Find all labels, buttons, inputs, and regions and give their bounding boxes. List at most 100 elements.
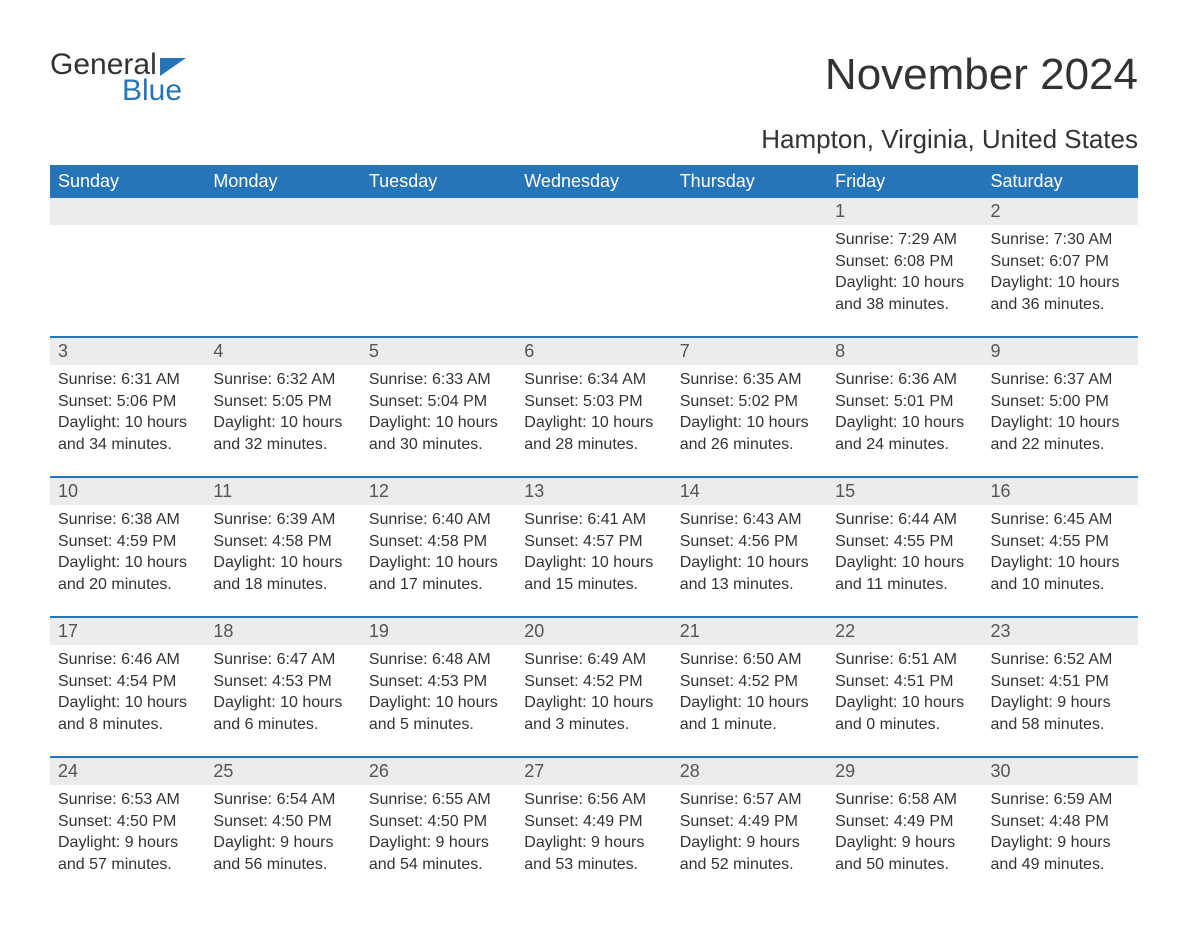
daylight-text: Daylight: 10 hours and 36 minutes. (991, 272, 1130, 315)
sunset-text: Sunset: 5:01 PM (835, 391, 974, 413)
day-cell: 19Sunrise: 6:48 AMSunset: 4:53 PMDayligh… (361, 618, 516, 756)
weekday-header: Sunday (50, 165, 205, 198)
day-cell: 13Sunrise: 6:41 AMSunset: 4:57 PMDayligh… (516, 478, 671, 616)
sunset-text: Sunset: 5:00 PM (991, 391, 1130, 413)
day-body: Sunrise: 6:44 AMSunset: 4:55 PMDaylight:… (827, 505, 982, 605)
location-subtitle: Hampton, Virginia, United States (50, 124, 1138, 155)
sunset-text: Sunset: 5:03 PM (524, 391, 663, 413)
daylight-text: Daylight: 10 hours and 11 minutes. (835, 552, 974, 595)
day-cell: 20Sunrise: 6:49 AMSunset: 4:52 PMDayligh… (516, 618, 671, 756)
daylight-text: Daylight: 10 hours and 20 minutes. (58, 552, 197, 595)
day-number: 19 (361, 618, 516, 645)
day-cell: 9Sunrise: 6:37 AMSunset: 5:00 PMDaylight… (983, 338, 1138, 476)
sunset-text: Sunset: 4:52 PM (524, 671, 663, 693)
logo-top: General (50, 50, 186, 80)
day-number: 6 (516, 338, 671, 365)
sunset-text: Sunset: 4:55 PM (991, 531, 1130, 553)
daylight-text: Daylight: 10 hours and 22 minutes. (991, 412, 1130, 455)
day-body: Sunrise: 6:45 AMSunset: 4:55 PMDaylight:… (983, 505, 1138, 605)
weekday-header: Saturday (983, 165, 1138, 198)
day-body: Sunrise: 6:31 AMSunset: 5:06 PMDaylight:… (50, 365, 205, 465)
day-cell: 18Sunrise: 6:47 AMSunset: 4:53 PMDayligh… (205, 618, 360, 756)
sunset-text: Sunset: 4:51 PM (991, 671, 1130, 693)
week-row: 10Sunrise: 6:38 AMSunset: 4:59 PMDayligh… (50, 476, 1138, 616)
day-cell (361, 198, 516, 336)
day-cell: 7Sunrise: 6:35 AMSunset: 5:02 PMDaylight… (672, 338, 827, 476)
day-cell: 2Sunrise: 7:30 AMSunset: 6:07 PMDaylight… (983, 198, 1138, 336)
page-title: November 2024 (825, 50, 1138, 100)
day-number: 13 (516, 478, 671, 505)
day-body: Sunrise: 6:40 AMSunset: 4:58 PMDaylight:… (361, 505, 516, 605)
sunrise-text: Sunrise: 6:54 AM (213, 789, 352, 811)
sunrise-text: Sunrise: 7:29 AM (835, 229, 974, 251)
sunset-text: Sunset: 4:54 PM (58, 671, 197, 693)
sunset-text: Sunset: 5:02 PM (680, 391, 819, 413)
sunset-text: Sunset: 4:50 PM (58, 811, 197, 833)
daylight-text: Daylight: 9 hours and 53 minutes. (524, 832, 663, 875)
sunrise-text: Sunrise: 6:35 AM (680, 369, 819, 391)
sunset-text: Sunset: 4:58 PM (213, 531, 352, 553)
day-cell: 24Sunrise: 6:53 AMSunset: 4:50 PMDayligh… (50, 758, 205, 896)
day-body: Sunrise: 6:58 AMSunset: 4:49 PMDaylight:… (827, 785, 982, 885)
sunrise-text: Sunrise: 6:52 AM (991, 649, 1130, 671)
logo: General Blue (50, 50, 186, 106)
day-cell: 27Sunrise: 6:56 AMSunset: 4:49 PMDayligh… (516, 758, 671, 896)
daylight-text: Daylight: 9 hours and 54 minutes. (369, 832, 508, 875)
day-number (361, 198, 516, 225)
daylight-text: Daylight: 10 hours and 8 minutes. (58, 692, 197, 735)
day-number: 23 (983, 618, 1138, 645)
day-cell: 30Sunrise: 6:59 AMSunset: 4:48 PMDayligh… (983, 758, 1138, 896)
sunset-text: Sunset: 4:57 PM (524, 531, 663, 553)
day-cell (516, 198, 671, 336)
daylight-text: Daylight: 10 hours and 26 minutes. (680, 412, 819, 455)
day-cell: 15Sunrise: 6:44 AMSunset: 4:55 PMDayligh… (827, 478, 982, 616)
sunset-text: Sunset: 4:50 PM (369, 811, 508, 833)
daylight-text: Daylight: 10 hours and 3 minutes. (524, 692, 663, 735)
sunset-text: Sunset: 4:53 PM (213, 671, 352, 693)
day-number: 27 (516, 758, 671, 785)
day-number: 17 (50, 618, 205, 645)
weekday-header: Wednesday (516, 165, 671, 198)
day-cell: 10Sunrise: 6:38 AMSunset: 4:59 PMDayligh… (50, 478, 205, 616)
daylight-text: Daylight: 10 hours and 0 minutes. (835, 692, 974, 735)
weekday-header: Tuesday (361, 165, 516, 198)
sunrise-text: Sunrise: 6:41 AM (524, 509, 663, 531)
day-number: 22 (827, 618, 982, 645)
daylight-text: Daylight: 10 hours and 6 minutes. (213, 692, 352, 735)
sunrise-text: Sunrise: 6:37 AM (991, 369, 1130, 391)
calendar: Sunday Monday Tuesday Wednesday Thursday… (50, 165, 1138, 896)
day-cell (205, 198, 360, 336)
title-block: November 2024 (825, 50, 1138, 100)
sunset-text: Sunset: 4:49 PM (524, 811, 663, 833)
daylight-text: Daylight: 9 hours and 56 minutes. (213, 832, 352, 875)
sunrise-text: Sunrise: 6:40 AM (369, 509, 508, 531)
sunrise-text: Sunrise: 6:53 AM (58, 789, 197, 811)
sunset-text: Sunset: 5:06 PM (58, 391, 197, 413)
daylight-text: Daylight: 10 hours and 1 minute. (680, 692, 819, 735)
day-cell: 4Sunrise: 6:32 AMSunset: 5:05 PMDaylight… (205, 338, 360, 476)
week-row: 24Sunrise: 6:53 AMSunset: 4:50 PMDayligh… (50, 756, 1138, 896)
logo-mark-icon (160, 58, 186, 76)
daylight-text: Daylight: 9 hours and 49 minutes. (991, 832, 1130, 875)
sunrise-text: Sunrise: 6:55 AM (369, 789, 508, 811)
logo-word2: Blue (122, 76, 182, 106)
sunrise-text: Sunrise: 6:43 AM (680, 509, 819, 531)
sunset-text: Sunset: 6:07 PM (991, 251, 1130, 273)
day-cell: 28Sunrise: 6:57 AMSunset: 4:49 PMDayligh… (672, 758, 827, 896)
day-number: 1 (827, 198, 982, 225)
sunset-text: Sunset: 4:51 PM (835, 671, 974, 693)
day-number: 4 (205, 338, 360, 365)
sunrise-text: Sunrise: 6:39 AM (213, 509, 352, 531)
day-body: Sunrise: 6:36 AMSunset: 5:01 PMDaylight:… (827, 365, 982, 465)
sunset-text: Sunset: 4:58 PM (369, 531, 508, 553)
day-cell: 14Sunrise: 6:43 AMSunset: 4:56 PMDayligh… (672, 478, 827, 616)
day-cell: 29Sunrise: 6:58 AMSunset: 4:49 PMDayligh… (827, 758, 982, 896)
day-number: 25 (205, 758, 360, 785)
sunrise-text: Sunrise: 6:38 AM (58, 509, 197, 531)
sunrise-text: Sunrise: 6:48 AM (369, 649, 508, 671)
sunset-text: Sunset: 4:48 PM (991, 811, 1130, 833)
day-number: 20 (516, 618, 671, 645)
daylight-text: Daylight: 10 hours and 18 minutes. (213, 552, 352, 595)
day-number: 10 (50, 478, 205, 505)
sunrise-text: Sunrise: 6:50 AM (680, 649, 819, 671)
